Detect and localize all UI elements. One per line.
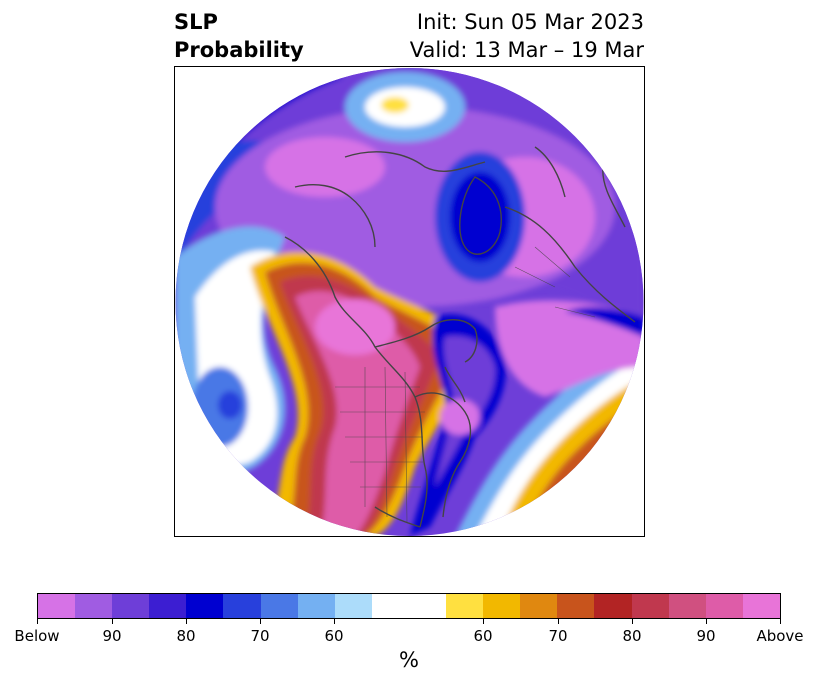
colorbar-swatch (371, 594, 447, 618)
colorbar-tick-label: Above (756, 627, 804, 645)
colorbar-swatch (742, 594, 780, 618)
colorbar-tick-label: 90 (696, 627, 716, 645)
probability-field (175, 68, 644, 536)
colorbar-tick-mark (112, 619, 113, 624)
colorbar-tick-mark (483, 619, 484, 624)
colorbar-tick-mark (260, 619, 261, 624)
valid-range: Valid: 13 Mar – 19 Mar (409, 38, 644, 62)
colorbar-tick-label: 80 (622, 627, 642, 645)
colorbar-tick-label: 60 (473, 627, 493, 645)
polar-map-svg (175, 68, 644, 536)
colorbar-tick-mark (780, 619, 781, 624)
colorbar-swatch (483, 594, 521, 618)
colorbar-tick-mark (632, 619, 633, 624)
map-title: SLP Probability (174, 8, 304, 64)
colorbar-tick-label: 60 (324, 627, 344, 645)
colorbar-tick-mark (706, 619, 707, 624)
colorbar-swatch (520, 594, 558, 618)
colorbar-swatch (668, 594, 706, 618)
colorbar-swatch (38, 594, 76, 618)
colorbar-swatch (446, 594, 484, 618)
colorbar-swatch (557, 594, 595, 618)
colorbar-swatch (334, 594, 372, 618)
forecast-dates: Init: Sun 05 Mar 2023 Valid: 13 Mar – 19… (410, 8, 644, 64)
colorbar-swatch (149, 594, 187, 618)
colorbar-swatch (112, 594, 150, 618)
colorbar-tick-mark (186, 619, 187, 624)
colorbar (37, 593, 781, 619)
colorbar-swatch (631, 594, 669, 618)
borders (335, 246, 596, 523)
colorbar-tick-label: 70 (548, 627, 568, 645)
title-variable: SLP (174, 10, 218, 34)
colorbar-tick-mark (37, 619, 38, 624)
colorbar-swatch (75, 594, 113, 618)
colorbar-swatch (594, 594, 632, 618)
colorbar-swatch (260, 594, 298, 618)
colorbar-tick-label: 90 (102, 627, 122, 645)
probability-map (174, 66, 645, 537)
colorbar-swatch (186, 594, 224, 618)
colorbar-tick-mark (558, 619, 559, 624)
colorbar-tick-label: 80 (176, 627, 196, 645)
colorbar-unit-label: % (399, 648, 419, 672)
colorbar-swatch (297, 594, 335, 618)
init-date: Init: Sun 05 Mar 2023 (416, 10, 644, 34)
title-kind: Probability (174, 38, 304, 62)
colorbar-tick-label: 70 (250, 627, 270, 645)
colorbar-tick-label: Below (14, 627, 60, 645)
colorbar-swatch (223, 594, 261, 618)
colorbar-swatch (705, 594, 743, 618)
colorbar-tick-mark (334, 619, 335, 624)
